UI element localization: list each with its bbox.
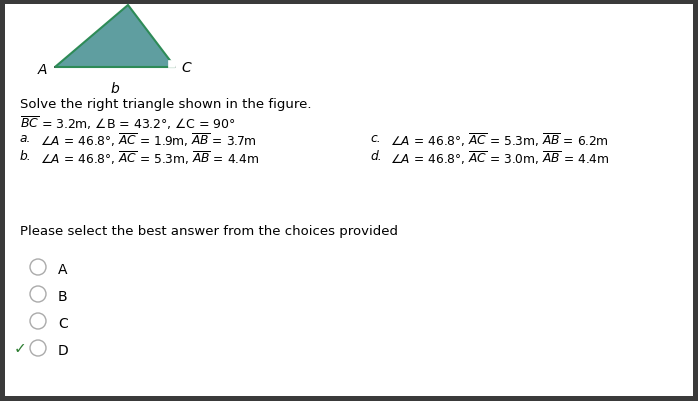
Text: ✓: ✓ — [13, 341, 26, 356]
Polygon shape — [168, 61, 175, 68]
Text: A: A — [58, 262, 68, 276]
Text: C: C — [58, 316, 68, 330]
Text: Solve the right triangle shown in the figure.: Solve the right triangle shown in the fi… — [20, 98, 311, 111]
Text: Please select the best answer from the choices provided: Please select the best answer from the c… — [20, 225, 398, 237]
Text: D: D — [58, 343, 68, 357]
Text: a.: a. — [20, 132, 31, 145]
Text: $\overline{BC}$ = 3.2m, ∠B = 43.2°, ∠C = 90°: $\overline{BC}$ = 3.2m, ∠B = 43.2°, ∠C =… — [20, 115, 236, 132]
Text: c.: c. — [370, 132, 380, 145]
Text: b.: b. — [20, 150, 31, 162]
Text: C: C — [181, 61, 191, 75]
Text: A: A — [38, 63, 47, 77]
Text: d.: d. — [370, 150, 382, 162]
Text: $\angle A$ = 46.8°, $\overline{AC}$ = 3.0m, $\overline{AB}$ = 4.4m: $\angle A$ = 46.8°, $\overline{AC}$ = 3.… — [390, 150, 609, 166]
Text: $\angle A$ = 46.8°, $\overline{AC}$ = 5.3m, $\overline{AB}$ = 6.2m: $\angle A$ = 46.8°, $\overline{AC}$ = 5.… — [390, 132, 609, 149]
Text: B: B — [58, 289, 68, 303]
Text: $\angle A$ = 46.8°, $\overline{AC}$ = 1.9m, $\overline{AB}$ = 3.7m: $\angle A$ = 46.8°, $\overline{AC}$ = 1.… — [40, 132, 256, 149]
Text: b: b — [110, 82, 119, 96]
Text: $\angle A$ = 46.8°, $\overline{AC}$ = 5.3m, $\overline{AB}$ = 4.4m: $\angle A$ = 46.8°, $\overline{AC}$ = 5.… — [40, 150, 260, 166]
Polygon shape — [55, 6, 175, 68]
